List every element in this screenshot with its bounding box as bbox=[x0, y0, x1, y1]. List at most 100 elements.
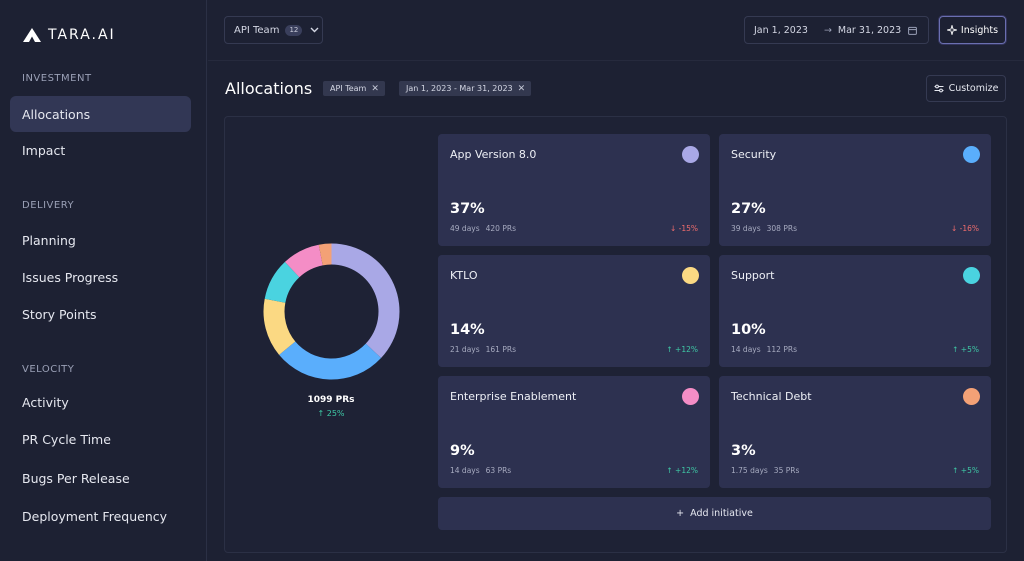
initiative-meta: 14 days 112 PRs bbox=[731, 345, 797, 354]
initiative-card-app-version[interactable]: App Version 8.0 37% 49 days 420 PRs ↓ -15… bbox=[438, 134, 710, 246]
date-end[interactable]: Mar 31, 2023 bbox=[837, 24, 902, 36]
customize-button[interactable]: Customize bbox=[926, 75, 1006, 102]
sidebar-item-deployment-frequency[interactable]: Deployment Frequency bbox=[22, 508, 168, 524]
initiative-trend: ↓ -16% bbox=[950, 224, 979, 233]
initiative-days: 14 days bbox=[731, 345, 761, 354]
section-label-delivery: DELIVERY bbox=[22, 200, 75, 211]
initiative-color-dot bbox=[963, 388, 980, 405]
initiative-color-dot bbox=[963, 267, 980, 284]
topbar-divider bbox=[208, 60, 1024, 61]
initiative-percent: 10% bbox=[731, 322, 766, 338]
team-select-label: API Team bbox=[234, 24, 280, 36]
initiative-trend: ↓ -15% bbox=[669, 224, 698, 233]
date-start[interactable]: Jan 1, 2023 bbox=[754, 24, 808, 36]
initiative-meta: 14 days 63 PRs bbox=[450, 466, 511, 475]
initiative-percent: 9% bbox=[450, 443, 475, 459]
initiative-prs: 63 PRs bbox=[485, 466, 512, 475]
initiative-trend: ↑ +5% bbox=[952, 345, 979, 354]
initiative-meta: 39 days 308 PRs bbox=[731, 224, 797, 233]
team-select[interactable]: API Team 12 bbox=[224, 16, 323, 44]
donut-slice-technical-debt bbox=[318, 243, 332, 266]
initiative-name: Technical Debt bbox=[731, 390, 812, 403]
initiative-meta: 1.75 days 35 PRs bbox=[731, 466, 799, 475]
initiative-card-support[interactable]: Support 10% 14 days 112 PRs ↑ +5% bbox=[719, 255, 991, 367]
donut-slice-support bbox=[264, 261, 300, 303]
add-initiative-label: Add initiative bbox=[690, 508, 753, 519]
customize-label: Customize bbox=[948, 83, 999, 94]
initiative-days: 14 days bbox=[450, 466, 480, 475]
tara-logo-icon bbox=[23, 28, 41, 42]
sidebar-item-allocations[interactable]: Allocations bbox=[10, 96, 191, 132]
initiative-days: 1.75 days bbox=[731, 466, 768, 475]
sidebar-item-pr-cycle-time[interactable]: PR Cycle Time bbox=[22, 431, 111, 447]
initiative-percent: 37% bbox=[450, 201, 485, 217]
initiative-name: Security bbox=[731, 148, 777, 161]
insights-button[interactable]: Insights bbox=[939, 16, 1006, 44]
section-label-velocity: VELOCITY bbox=[22, 364, 75, 375]
total-change: ↑ 25% bbox=[317, 409, 345, 418]
tara-logo[interactable]: TARA.AI bbox=[22, 27, 116, 43]
initiative-card-enterprise-enablement[interactable]: Enterprise Enablement 9% 14 days 63 PRs ↑… bbox=[438, 376, 710, 488]
close-icon[interactable]: ✕ bbox=[371, 83, 379, 94]
initiative-color-dot bbox=[963, 146, 980, 163]
initiative-prs: 112 PRs bbox=[766, 345, 797, 354]
initiative-name: Support bbox=[731, 269, 775, 282]
logo-text: TARA.AI bbox=[48, 27, 116, 43]
allocation-donut-chart bbox=[263, 243, 400, 380]
section-label-investment: INVESTMENT bbox=[22, 73, 92, 84]
total-prs: 1099 PRs bbox=[307, 395, 355, 405]
sidebar-item-bugs-per-release[interactable]: Bugs Per Release bbox=[22, 470, 130, 486]
sidebar-item-story-points[interactable]: Story Points bbox=[22, 306, 97, 322]
initiative-card-security[interactable]: Security 27% 39 days 308 PRs ↓ -16% bbox=[719, 134, 991, 246]
initiative-days: 49 days bbox=[450, 224, 480, 233]
page-title: Allocations bbox=[225, 79, 313, 98]
initiative-days: 21 days bbox=[450, 345, 480, 354]
initiative-trend: ↑ +12% bbox=[666, 466, 698, 475]
initiative-prs: 35 PRs bbox=[773, 466, 800, 475]
initiative-meta: 49 days 420 PRs bbox=[450, 224, 516, 233]
donut-slice-enterprise-enablement bbox=[284, 244, 323, 278]
filter-chip-team: API Team ✕ bbox=[323, 81, 385, 96]
donut-slice-ktlo bbox=[263, 298, 296, 355]
initiative-prs: 308 PRs bbox=[766, 224, 797, 233]
sparkle-icon bbox=[946, 25, 957, 35]
initiative-name: App Version 8.0 bbox=[450, 148, 537, 161]
initiative-percent: 27% bbox=[731, 201, 766, 217]
arrow-right-icon: → bbox=[823, 24, 832, 36]
donut-svg bbox=[263, 243, 400, 380]
filter-chip-label: Jan 1, 2023 - Mar 31, 2023 bbox=[406, 84, 513, 93]
insights-label: Insights bbox=[960, 24, 999, 36]
initiative-name: Enterprise Enablement bbox=[450, 390, 577, 403]
initiative-color-dot bbox=[682, 267, 699, 284]
chevron-down-icon bbox=[310, 27, 319, 33]
sidebar-item-issues-progress[interactable]: Issues Progress bbox=[22, 269, 119, 285]
sliders-icon bbox=[934, 84, 944, 93]
close-icon[interactable]: ✕ bbox=[517, 83, 526, 94]
initiative-card-technical-debt[interactable]: Technical Debt 3% 1.75 days 35 PRs ↑ +5% bbox=[719, 376, 991, 488]
initiative-prs: 420 PRs bbox=[485, 224, 516, 233]
donut-slice-security bbox=[279, 341, 382, 380]
initiative-percent: 14% bbox=[450, 322, 485, 338]
donut-slice-app-version-8-0 bbox=[331, 243, 400, 359]
add-initiative-button[interactable]: + Add initiative bbox=[438, 497, 991, 530]
filter-chip-date: Jan 1, 2023 - Mar 31, 2023 ✕ bbox=[399, 81, 532, 96]
initiative-trend: ↑ +5% bbox=[952, 466, 979, 475]
sidebar-item-planning[interactable]: Planning bbox=[22, 232, 76, 248]
team-count-badge: 12 bbox=[285, 24, 303, 36]
sidebar-item-activity[interactable]: Activity bbox=[22, 394, 69, 410]
date-range-picker[interactable]: Jan 1, 2023 → Mar 31, 2023 bbox=[744, 16, 929, 44]
initiative-prs: 161 PRs bbox=[485, 345, 516, 354]
initiative-meta: 21 days 161 PRs bbox=[450, 345, 516, 354]
initiative-percent: 3% bbox=[731, 443, 756, 459]
initiative-days: 39 days bbox=[731, 224, 761, 233]
plus-icon: + bbox=[676, 508, 685, 519]
initiative-color-dot bbox=[682, 146, 699, 163]
calendar-icon[interactable] bbox=[908, 26, 918, 35]
initiative-color-dot bbox=[682, 388, 699, 405]
initiative-card-ktlo[interactable]: KTLO 14% 21 days 161 PRs ↑ +12% bbox=[438, 255, 710, 367]
sidebar-item-impact[interactable]: Impact bbox=[22, 142, 66, 158]
initiative-trend: ↑ +12% bbox=[666, 345, 698, 354]
initiative-name: KTLO bbox=[450, 269, 478, 282]
filter-chip-label: API Team bbox=[330, 84, 367, 93]
sidebar: TARA.AI INVESTMENT Allocations Impact DE… bbox=[0, 0, 207, 561]
